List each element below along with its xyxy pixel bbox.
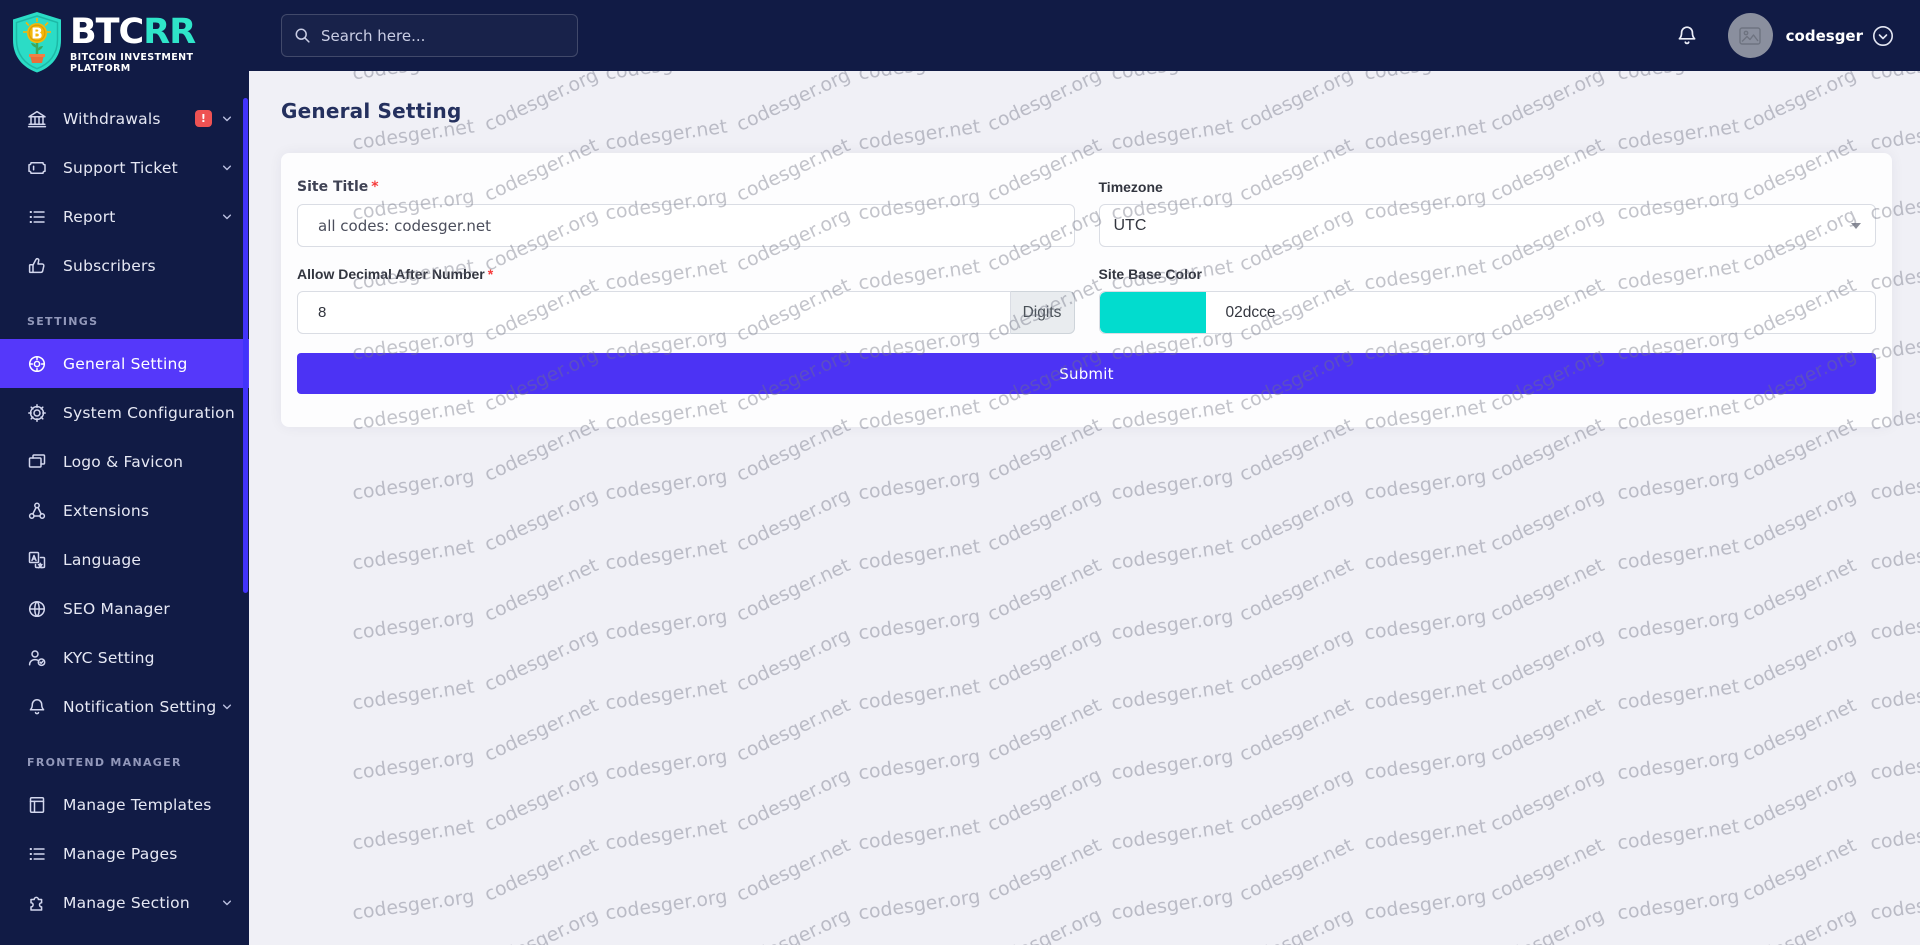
required-asterisk: * [487,266,494,282]
thumbs-up-icon [27,256,47,276]
sidebar: B BTCRR BITCOIN INVESTMENT PLATFORM With… [0,0,249,945]
required-asterisk: * [371,179,379,195]
sidebar-item-system-configuration[interactable]: System Configuration [0,388,249,437]
sidebar-section-header-settings: SETTINGS [27,315,99,328]
broken-image-icon [1739,26,1761,45]
sidebar-item-label: Language [63,550,142,569]
brand-logo[interactable]: B BTCRR BITCOIN INVESTMENT PLATFORM [0,0,249,88]
sidebar-item-label: Manage Templates [63,795,212,814]
avatar[interactable] [1727,13,1773,58]
base-color-value: 02dcce [1225,303,1276,321]
decimal-input[interactable] [297,291,1011,334]
sidebar-item-extensions[interactable]: Extensions [0,486,249,535]
globe-icon [27,599,47,619]
timezone-value: UTC [1113,216,1147,234]
gear-icon [27,403,47,423]
sidebar-item-label: Subscribers [63,256,156,275]
sidebar-item-label: General Setting [63,354,188,373]
base-color-swatch[interactable] [1099,292,1206,333]
sidebar-nav: Withdrawals! Support Ticket Report Subscrib… [0,94,249,945]
sidebar-item-subscribers[interactable]: Subscribers [0,241,249,290]
sidebar-item-manage-templates[interactable]: Manage Templates [0,780,249,829]
disc-icon [27,354,47,374]
ticket-icon [27,158,47,178]
search-box [281,14,578,57]
timezone-field: Timezone UTC [1098,179,1876,247]
page-title: General Setting [281,99,462,123]
sidebar-section-header-frontend-manager: FRONTEND MANAGER [27,756,182,769]
site-title-input[interactable] [297,204,1075,247]
sidebar-item-kyc-setting[interactable]: KYC Setting [0,633,249,682]
sidebar-item-label: SEO Manager [63,599,170,618]
sidebar-item-label: Support Ticket [63,158,178,177]
search-icon [295,28,310,43]
sidebar-item-label: Logo & Favicon [63,452,184,471]
sidebar-item-label: Manage Pages [63,844,178,863]
submit-button[interactable]: Submit [297,353,1876,394]
main-content: General Setting Site Title* Timezone UTC… [249,71,1920,945]
sidebar-item-general-setting[interactable]: General Setting [0,339,249,388]
brand-tagline: BITCOIN INVESTMENT PLATFORM [70,51,194,74]
search-input[interactable] [321,26,565,45]
digits-suffix: Digits [1010,291,1075,334]
alert-badge: ! [195,110,212,127]
general-setting-card: Site Title* Timezone UTC Allow Decimal A… [281,153,1892,427]
sidebar-item-language[interactable]: Language [0,535,249,584]
sidebar-item-manage-section[interactable]: Manage Section [0,878,249,927]
chevron-down-icon [221,162,233,174]
chevron-down-icon [221,211,233,223]
notification-bell-icon[interactable] [1676,24,1698,48]
chevron-down-icon [221,701,233,713]
sidebar-item-label: Withdrawals [63,109,161,128]
timezone-select[interactable]: UTC [1098,204,1876,247]
sidebar-item-manage-pages[interactable]: Manage Pages [0,829,249,878]
bank-icon [27,109,47,129]
puzzle-icon [27,893,47,913]
language-icon [27,550,47,570]
nodes-icon [27,501,47,521]
sidebar-item-notification-setting[interactable]: Notification Setting [0,682,249,731]
sidebar-scrollbar[interactable] [243,98,248,593]
sidebar-item-label: Notification Setting [63,697,217,716]
user-check-icon [27,648,47,668]
sidebar-item-logo-favicon[interactable]: Logo & Favicon [0,437,249,486]
sidebar-item-label: Extensions [63,501,150,520]
report-icon [27,207,47,227]
shield-logo-icon: B [8,10,66,78]
sidebar-item-label: Manage Section [63,893,190,912]
topbar: codesger [249,0,1920,71]
decimal-label: Allow Decimal After Number * [297,266,494,282]
sidebar-item-support-ticket[interactable]: Support Ticket [0,143,249,192]
decimal-field: Allow Decimal After Number* Digits [297,266,1075,334]
chevron-down-icon [221,897,233,909]
svg-text:B: B [31,25,42,43]
sidebar-section-header-extra: EXTRA [0,927,249,945]
site-title-label: Site Title * [297,179,379,195]
base-color-input[interactable]: 02dcce [1098,291,1876,334]
base-color-field: Site Base Color 02dcce [1098,266,1876,334]
brand-name: BTCRR [70,11,196,52]
base-color-label: Site Base Color [1098,266,1202,282]
username[interactable]: codesger [1785,26,1863,45]
user-menu-chevron-icon[interactable] [1872,25,1894,47]
template-icon [27,795,47,815]
images-icon [27,452,47,472]
sidebar-item-withdrawals[interactable]: Withdrawals! [0,94,249,143]
select-caret-icon [1851,222,1861,229]
list-icon [27,844,47,864]
sidebar-item-label: KYC Setting [63,648,155,667]
sidebar-item-label: System Configuration [63,403,235,422]
timezone-label: Timezone [1098,179,1163,195]
sidebar-item-report[interactable]: Report [0,192,249,241]
sidebar-item-label: Report [63,207,116,226]
site-title-field: Site Title * [297,179,1075,247]
chevron-down-icon [221,113,233,125]
sidebar-item-seo-manager[interactable]: SEO Manager [0,584,249,633]
bell-icon [27,697,47,717]
